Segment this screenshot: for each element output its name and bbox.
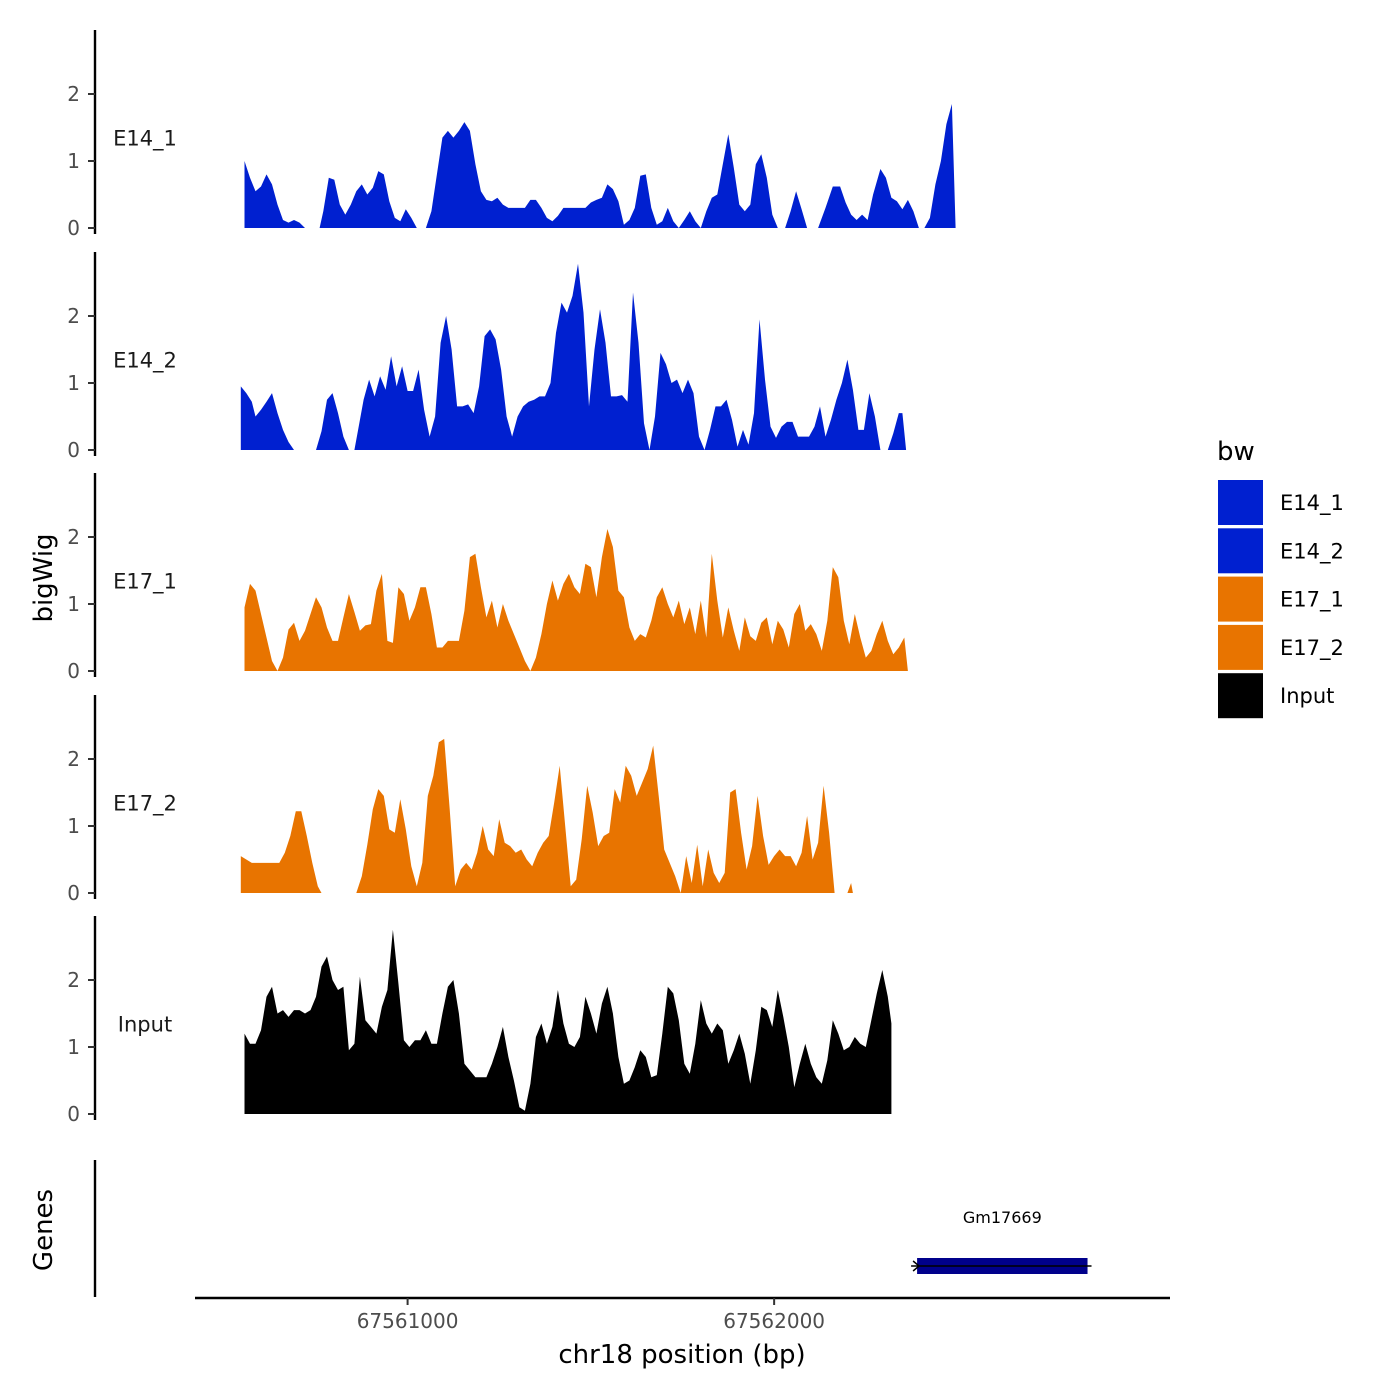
x-axis: 67561000 67562000 bbox=[195, 1296, 1170, 1333]
y-tick-label: 0 bbox=[67, 881, 80, 905]
legend-swatch bbox=[1218, 480, 1263, 525]
gene-gm17669: Gm17669 bbox=[911, 1208, 1092, 1274]
track-e14_1: 0 1 2 E14_1 bbox=[67, 30, 956, 240]
legend-title: bw bbox=[1217, 437, 1255, 467]
legend-label: E17_1 bbox=[1280, 588, 1344, 613]
legend-swatch bbox=[1218, 576, 1263, 622]
signal-tracks: 0 1 2 E14_1 0 1 2 E14_2 0 1 2 E17_1 0 1 2 E17_2 0 1 2 Input bbox=[67, 30, 956, 1126]
gene-label: Gm17669 bbox=[963, 1208, 1042, 1227]
track-e17_1: 0 1 2 E17_1 bbox=[67, 473, 908, 683]
x-axis-title: chr18 position (bp) bbox=[558, 1340, 805, 1370]
y-tick-label: 1 bbox=[67, 1035, 80, 1059]
x-tick-label: 67562000 bbox=[723, 1309, 825, 1333]
legend-label: Input bbox=[1280, 684, 1334, 708]
track-e14_2: 0 1 2 E14_2 bbox=[67, 252, 907, 462]
track-label: E14_2 bbox=[113, 349, 177, 374]
legend-swatch bbox=[1218, 528, 1263, 574]
y-tick-label: 2 bbox=[67, 525, 80, 549]
y-tick-label: 0 bbox=[67, 438, 80, 462]
legend-item-e17_1: E17_1 bbox=[1218, 576, 1344, 622]
y-tick-label: 0 bbox=[67, 659, 80, 683]
track-label: E17_1 bbox=[113, 570, 177, 595]
track-input: 0 1 2 Input bbox=[67, 916, 892, 1126]
track-e17_2: 0 1 2 E17_2 bbox=[67, 695, 853, 905]
legend-item-e14_1: E14_1 bbox=[1218, 480, 1344, 525]
y-tick-label: 2 bbox=[67, 968, 80, 992]
track-label: E17_2 bbox=[113, 792, 177, 817]
legend-item-input: Input bbox=[1218, 673, 1334, 719]
legend-swatch bbox=[1218, 624, 1263, 670]
y-tick-label: 1 bbox=[67, 814, 80, 838]
y-tick-label: 2 bbox=[67, 304, 80, 328]
y-tick-label: 2 bbox=[67, 747, 80, 771]
x-tick-label: 67561000 bbox=[357, 1309, 459, 1333]
y-tick-label: 2 bbox=[67, 82, 80, 106]
legend-swatch bbox=[1218, 673, 1263, 719]
legend-item-e14_2: E14_2 bbox=[1218, 528, 1344, 574]
legend-item-e17_2: E17_2 bbox=[1218, 624, 1344, 670]
y-axis-title: bigWig bbox=[29, 533, 59, 622]
area-e14_1 bbox=[244, 104, 956, 228]
area-e14_2 bbox=[240, 263, 907, 450]
y-tick-label: 1 bbox=[67, 149, 80, 173]
y-tick-label: 1 bbox=[67, 592, 80, 616]
genes-axis-title: Genes bbox=[29, 1189, 59, 1271]
y-tick-label: 0 bbox=[67, 216, 80, 240]
area-input bbox=[244, 929, 892, 1114]
area-e17_1 bbox=[244, 529, 908, 671]
y-tick-label: 1 bbox=[67, 371, 80, 395]
y-tick-label: 0 bbox=[67, 1102, 80, 1126]
gene-strand-arrow bbox=[912, 1260, 921, 1272]
track-label: Input bbox=[118, 1013, 172, 1037]
legend-label: E14_2 bbox=[1280, 539, 1344, 564]
legend-label: E14_1 bbox=[1280, 491, 1344, 516]
legend: bw E14_1 E14_2 E17_1 E17_2 Input bbox=[1217, 437, 1344, 719]
legend-label: E17_2 bbox=[1280, 636, 1344, 661]
track-label: E14_1 bbox=[113, 127, 177, 152]
gene-panel: Gm17669 bbox=[93, 1160, 1092, 1297]
area-e17_2 bbox=[240, 738, 853, 893]
